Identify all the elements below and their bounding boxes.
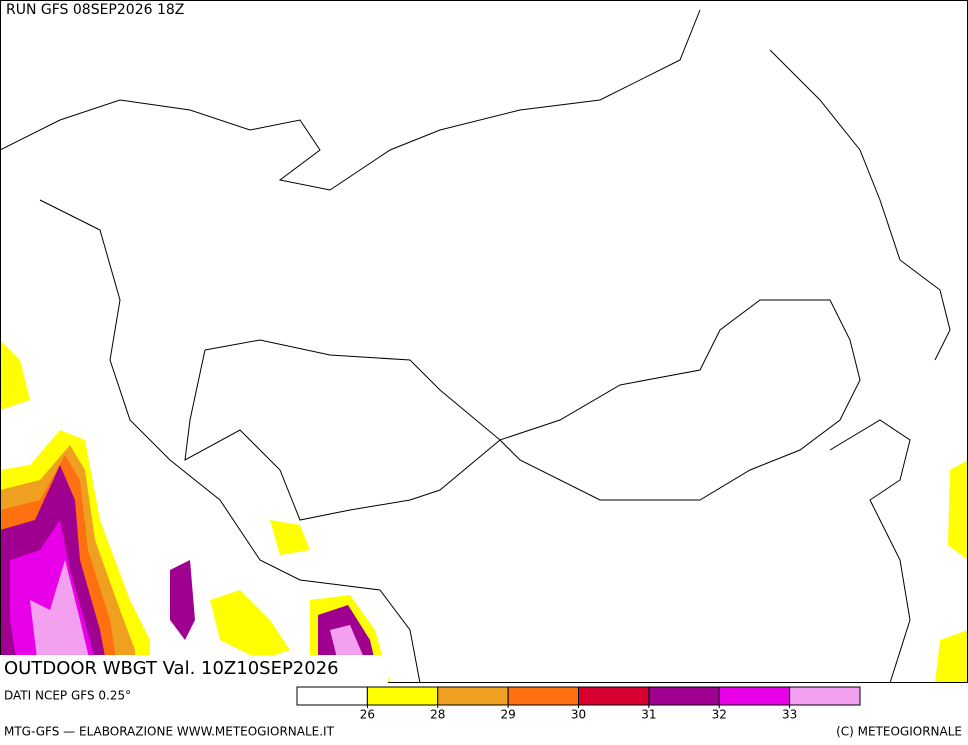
map-title: OUTDOOR WBGT Val. 10Z10SEP2026 [4,658,339,679]
legend-swatch [648,686,720,706]
legend-swatch [437,686,509,706]
colorbar: 26 28 29 30 31 32 33 [296,686,861,722]
border-line [39,199,421,684]
legend-swatch [578,686,650,706]
legend-tick-label: 33 [782,708,797,722]
area-purple-2 [170,560,195,640]
source-label: DATI NCEP GFS 0.25° [4,689,131,703]
area-yellow-5 [270,520,310,555]
footer-left: MTG-GFS — ELABORAZIONE WWW.METEOGIORNALE… [4,725,335,739]
legend-swatch [789,686,861,706]
border-line [204,299,861,501]
title-box [0,655,388,683]
legend-swatch [507,686,579,706]
area-yellow-3 [210,590,290,660]
border-line [769,49,951,361]
border-line [0,9,701,191]
area-yellow-2 [0,340,30,410]
legend-swatch [366,686,439,706]
legend-tick-label: 32 [712,708,727,722]
legend-tick-label: 26 [360,708,375,722]
run-label: RUN GFS 08SEP2026 18Z [6,2,184,18]
legend-tick-label: 30 [571,708,586,722]
footer-right: (C) METEOGIORNALE [836,725,962,739]
border-line [829,419,911,684]
area-yellow-6 [948,460,968,560]
heat-areas [0,340,968,683]
legend-tick-label: 29 [500,708,515,722]
legend-swatch [718,686,791,706]
legend-swatch [296,686,368,706]
legend-tick-label: 31 [641,708,656,722]
area-yellow-7 [935,630,968,683]
legend-tick-label: 28 [430,708,445,722]
area-pink [30,560,95,683]
border-line [184,349,501,521]
